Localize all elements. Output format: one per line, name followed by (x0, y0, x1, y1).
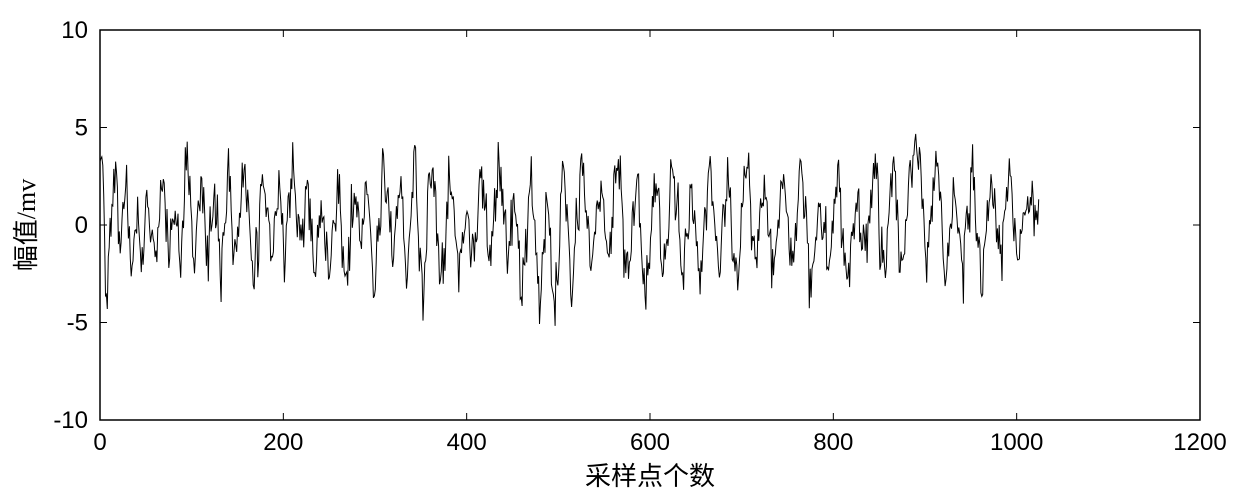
x-tick-label: 1200 (1173, 429, 1226, 456)
y-tick-label: 0 (75, 212, 88, 239)
x-tick-label: 200 (263, 429, 303, 456)
y-tick-label: 10 (61, 17, 88, 44)
signal-chart: 0 200 400 600 800 1000 1200 -10 -5 0 5 10 采样点个数 幅值/mv (0, 0, 1240, 501)
y-tick-label: -5 (67, 310, 88, 337)
chart-svg: 0 200 400 600 800 1000 1200 -10 -5 0 5 10 采样点个数 幅值/mv (0, 0, 1240, 501)
x-tick-label: 1000 (990, 429, 1043, 456)
x-axis-label: 采样点个数 (585, 462, 715, 491)
x-tick-label: 400 (447, 429, 487, 456)
y-tick-label: -10 (53, 407, 88, 434)
x-tick-label: 600 (630, 429, 670, 456)
y-axis-label: 幅值/mv (12, 179, 41, 271)
y-tick-label: 5 (75, 115, 88, 142)
x-tick-label: 800 (813, 429, 853, 456)
x-tick-label: 0 (93, 429, 106, 456)
signal-trace (100, 134, 1039, 326)
